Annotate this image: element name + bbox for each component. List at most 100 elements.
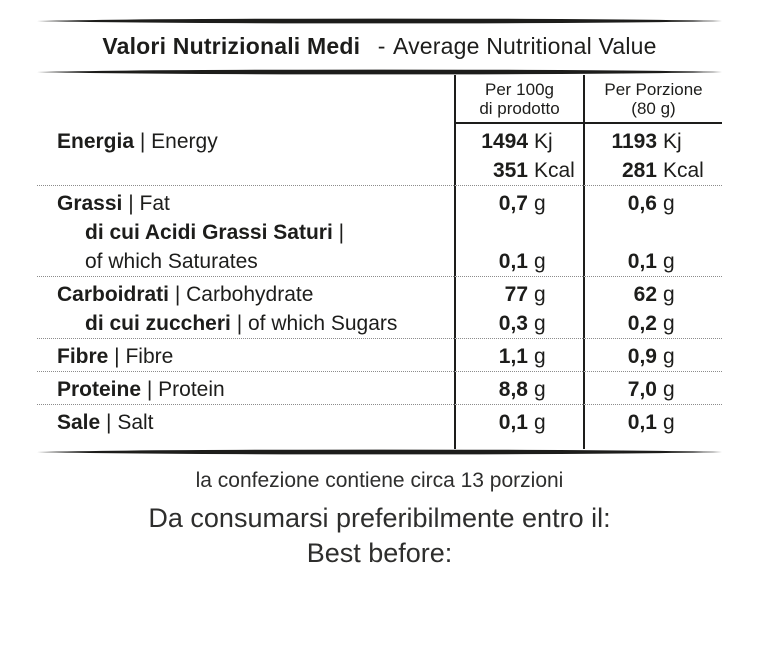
- nutrient-name-english: | Fat: [122, 192, 170, 215]
- value-unit: g: [534, 250, 546, 273]
- nutrient-label-line: di cui Acidi Grassi Saturi |: [57, 218, 454, 247]
- value-unit: Kcal: [663, 159, 704, 182]
- nutrient-name-italian: Energia: [57, 130, 135, 153]
- per-100g-cell: 1,1 g: [454, 339, 583, 372]
- value-line: 351 Kcal: [456, 156, 583, 185]
- nutrient-name-english: | Protein: [141, 378, 225, 401]
- value-number: 281: [621, 159, 657, 182]
- nutrient-label-line: Sale | Salt: [57, 408, 454, 437]
- value-number: 77: [504, 283, 528, 306]
- per-portion-cell: 0,1 g: [583, 405, 722, 449]
- value-number: 351: [492, 159, 528, 182]
- nutrient-label-line: Energia | Energy: [57, 127, 454, 156]
- top-rule: [37, 18, 722, 24]
- value-unit: g: [663, 411, 675, 434]
- value-number: 1,1: [498, 345, 528, 368]
- per-portion-cell: 0,9 g: [583, 339, 722, 372]
- column-header-line: (80 g): [631, 99, 676, 118]
- value-line: 0,9 g: [585, 342, 722, 371]
- value-number: 0,1: [627, 250, 657, 273]
- per-100g-cell: 0,7 g 0,1 g: [454, 186, 583, 277]
- value-unit: g: [663, 192, 675, 215]
- value-line: 0,1 g: [456, 408, 583, 437]
- per-portion-cell: 1193 Kj 281 Kcal: [583, 124, 722, 186]
- value-unit: g: [534, 283, 546, 306]
- nutrient-name-italian: Sale: [57, 411, 101, 434]
- nutrient-label: Fibre | Fibre: [37, 339, 454, 372]
- table-header-row: Per 100g di prodotto Per Porzione (80 g): [37, 75, 722, 124]
- nutrient-label: Carboidrati | Carbohydrate di cui zuccher…: [37, 277, 454, 339]
- per-100g-cell: 0,1 g: [454, 405, 583, 449]
- nutrient-label: Grassi | Fat di cui Acidi Grassi Saturi |…: [37, 186, 454, 277]
- nutrient-name-italian: Proteine: [57, 378, 142, 401]
- value-line: 0,6 g: [585, 189, 722, 218]
- nutrient-name-english: | of which Sugars: [230, 312, 398, 335]
- value-unit: g: [663, 345, 675, 368]
- value-unit: Kj: [534, 130, 553, 153]
- value-number: 0,2: [627, 312, 657, 335]
- nutrient-name-italian: Grassi: [57, 192, 123, 215]
- title-separator: -: [377, 33, 386, 59]
- value-line: 0,3 g: [456, 309, 583, 338]
- value-line: 1,1 g: [456, 342, 583, 371]
- nutrient-label-line: Carboidrati | Carbohydrate: [57, 280, 454, 309]
- per-portion-cell: 62 g 0,2 g: [583, 277, 722, 339]
- title-english: Average Nutritional Value: [392, 33, 657, 59]
- label-title: Valori Nutrizionali Medi - Average Nutri…: [37, 24, 722, 69]
- nutrient-name-english: | Energy: [134, 130, 218, 153]
- value-line: 0,1 g: [585, 247, 722, 276]
- value-unit: g: [663, 250, 675, 273]
- value-line: 0,7 g: [456, 189, 583, 218]
- value-unit: g: [534, 192, 546, 215]
- per-100g-cell: 8,8 g: [454, 372, 583, 405]
- table-top-rule: [37, 69, 722, 75]
- value-unit: Kj: [663, 130, 682, 153]
- value-unit: g: [663, 283, 675, 306]
- column-header-per-portion: Per Porzione (80 g): [583, 75, 722, 124]
- nutrient-label: Energia | Energy: [37, 124, 454, 186]
- value-number: 1193: [611, 130, 657, 153]
- column-header-line: di prodotto: [479, 99, 560, 118]
- value-line: 0,2 g: [585, 309, 722, 338]
- nutrition-label: Valori Nutrizionali Medi - Average Nutri…: [37, 18, 722, 571]
- nutrient-row: Sale | Salt 0,1 g 0,1 g: [37, 405, 722, 449]
- value-number: 0,6: [627, 192, 657, 215]
- value-number: 0,1: [498, 250, 528, 273]
- nutrient-label-line: di cui zuccheri | of which Sugars: [57, 309, 454, 338]
- value-unit: g: [663, 378, 675, 401]
- nutrient-name-english: | Fibre: [108, 345, 174, 368]
- title-italian: Valori Nutrizionali Medi: [102, 33, 361, 59]
- value-unit: Kcal: [534, 159, 575, 182]
- table-body: Energia | Energy 1494 Kj 351 Kcal 1193 Kj 281 Kc…: [37, 124, 722, 449]
- value-line: 1193 Kj: [585, 127, 722, 156]
- table-bottom-rule: [37, 449, 722, 455]
- value-number: 0,7: [498, 192, 528, 215]
- value-line: 77 g: [456, 280, 583, 309]
- nutrient-name-italian: Fibre: [57, 345, 109, 368]
- table-header-spacer: [37, 75, 454, 124]
- value-number: 0,1: [627, 411, 657, 434]
- column-header-line: Per 100g: [485, 80, 554, 99]
- nutrient-name-english: | Carbohydrate: [169, 283, 314, 306]
- value-line: 8,8 g: [456, 375, 583, 404]
- value-number: 0,3: [498, 312, 528, 335]
- nutrient-label-line: Grassi | Fat: [57, 189, 454, 218]
- per-portion-cell: 0,6 g 0,1 g: [583, 186, 722, 277]
- value-unit: g: [663, 312, 675, 335]
- nutrient-label-line: Fibre | Fibre: [57, 342, 454, 371]
- value-line: 62 g: [585, 280, 722, 309]
- nutrient-row: Proteine | Protein 8,8 g 7,0 g: [37, 372, 722, 405]
- value-number: 0,1: [498, 411, 528, 434]
- value-line: 0,1 g: [585, 408, 722, 437]
- value-unit: g: [534, 345, 546, 368]
- nutrient-name-italian: di cui zuccheri: [85, 312, 231, 335]
- nutrient-name-italian: di cui Acidi Grassi Saturi: [85, 221, 333, 244]
- value-number: 0,9: [627, 345, 657, 368]
- nutrient-row: Carboidrati | Carbohydrate di cui zuccher…: [37, 277, 722, 339]
- value-number: 7,0: [627, 378, 657, 401]
- value-unit: g: [534, 411, 546, 434]
- nutrient-label-line: of which Saturates: [57, 247, 454, 276]
- value-unit: g: [534, 378, 546, 401]
- servings-note: la confezione contiene circa 13 porzioni: [195, 469, 564, 492]
- nutrient-row: Energia | Energy 1494 Kj 351 Kcal 1193 Kj 281 Kc…: [37, 124, 722, 186]
